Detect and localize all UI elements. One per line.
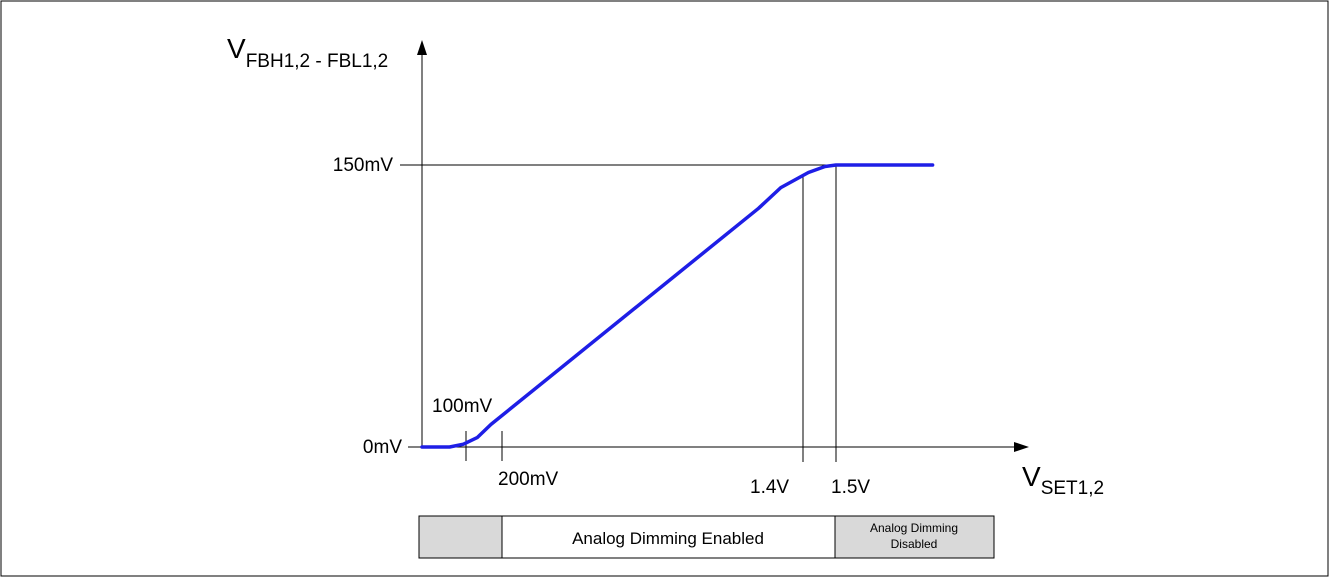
region-below-threshold: [418, 515, 503, 559]
region-label-disabled-line: Analog Dimming: [870, 521, 958, 535]
region-analog-dimming-enabled: [501, 515, 836, 559]
dimming-region-bar: Analog Dimming Enabled Analog Dimming Dis…: [418, 515, 995, 559]
x-marker-label-1-5v: 1.5V: [831, 477, 870, 498]
region-label-disabled-line: Disabled: [891, 537, 938, 551]
y-tick-label-0mv: 0mV: [363, 437, 402, 458]
y-axis-arrowhead: [417, 40, 427, 55]
region-analog-dimming-disabled: [834, 515, 995, 559]
series-line: [420, 163, 935, 449]
x-marker-label-1-4v: 1.4V: [750, 477, 789, 498]
x-axis-arrowhead: [1014, 442, 1029, 452]
region-label-disabled: Analog Dimming Disabled: [870, 521, 958, 551]
region-label-enabled: Analog Dimming Enabled: [572, 529, 764, 548]
x-marker-label-200mv: 200mV: [498, 469, 559, 490]
y-axis-title: VFBH1,2 - FBL1,2: [227, 33, 388, 72]
x-axis-title: VSET1,2: [1022, 461, 1104, 499]
y-tick-label-150mv: 150mV: [333, 155, 394, 176]
x-marker-label-100mv: 100mV: [432, 396, 493, 417]
